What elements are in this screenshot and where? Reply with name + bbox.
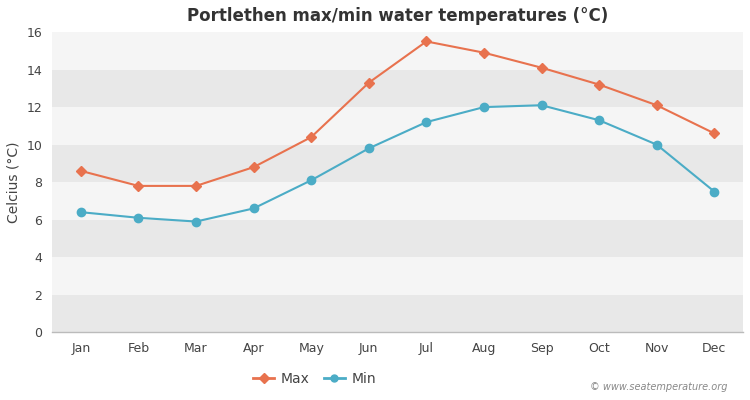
Bar xyxy=(52,295,743,332)
Legend: Max, Min: Max, Min xyxy=(248,366,382,391)
Bar xyxy=(52,70,743,107)
Bar xyxy=(52,107,743,145)
Bar xyxy=(52,182,743,220)
Bar xyxy=(52,32,743,70)
Bar xyxy=(52,145,743,182)
Text: © www.seatemperature.org: © www.seatemperature.org xyxy=(590,382,728,392)
Bar xyxy=(52,257,743,295)
Title: Portlethen max/min water temperatures (°C): Portlethen max/min water temperatures (°… xyxy=(187,7,608,25)
Bar xyxy=(52,220,743,257)
Y-axis label: Celcius (°C): Celcius (°C) xyxy=(7,141,21,223)
